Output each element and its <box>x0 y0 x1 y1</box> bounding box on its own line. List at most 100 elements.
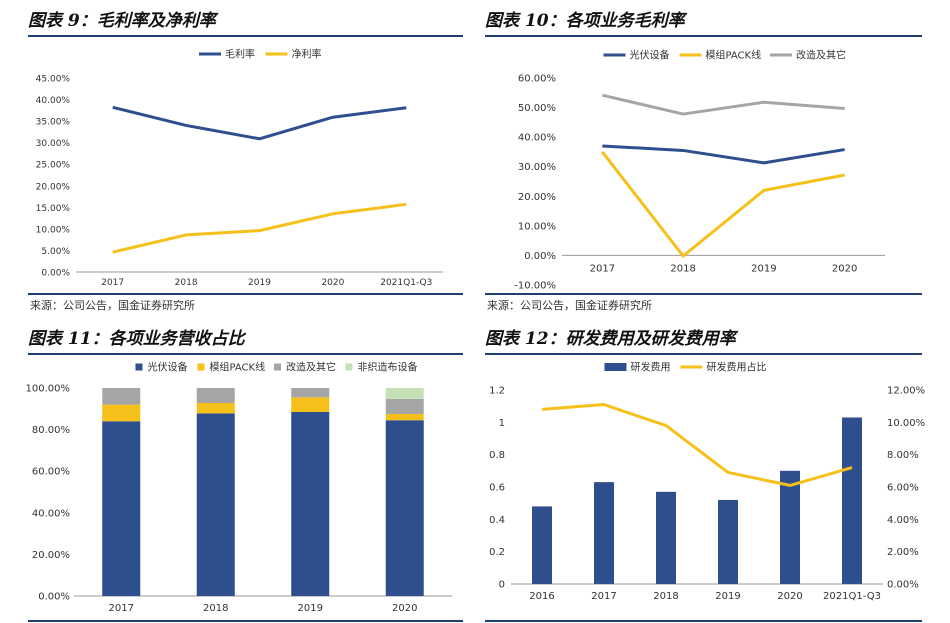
stacked-bar-segment <box>196 402 235 414</box>
legend-swatch <box>197 363 205 371</box>
bottom-rule <box>28 620 463 622</box>
x-tick-label: 2020 <box>832 263 857 274</box>
legend-label: 毛利率 <box>225 48 255 61</box>
chart-panel-gross-net-margin: 图表 9：毛利率及净利率 0.00% 5.00% 10.00% 15.00% 20.00… <box>28 8 463 313</box>
bottom-rule <box>28 293 463 295</box>
title-rule <box>28 353 463 355</box>
x-tick-label: 2020 <box>777 591 802 602</box>
bar <box>594 482 614 584</box>
y-tick-label: 0.4 <box>489 515 505 526</box>
y-tick-label: 30.00% <box>36 139 71 149</box>
x-tick-label: 2019 <box>248 278 271 288</box>
x-tick-label: 2021Q1-Q3 <box>380 278 432 288</box>
y2-tick-label: 0.00% <box>887 580 919 591</box>
y-tick-label: 0.00% <box>41 269 70 279</box>
stacked-bar-segment <box>385 414 424 421</box>
bar <box>656 491 676 584</box>
chart-panel-segment-gross-margin: 图表 10：各项业务毛利率 -10.00% 0.00% 10.00% 20.00% 30… <box>485 8 922 313</box>
y-tick-label: 35.00% <box>36 118 71 128</box>
stacked-bar-segment <box>291 388 330 398</box>
legend-swatch <box>135 363 143 371</box>
x-tick-label: 2019 <box>298 603 323 614</box>
y-tick-label: 0.00% <box>524 251 556 262</box>
y-tick-label: 30.00% <box>518 162 556 173</box>
x-tick-label: 2018 <box>203 603 228 614</box>
legend-label: 研发费用占比 <box>707 361 767 374</box>
chart-title: 图表 9：毛利率及净利率 <box>28 11 216 31</box>
stacked-bar-segment <box>102 388 141 405</box>
y-tick-label: 100.00% <box>26 384 71 395</box>
y2-tick-label: 4.00% <box>887 515 919 526</box>
title-rule <box>485 353 922 355</box>
y-tick-label: 20.00% <box>36 182 71 192</box>
y-tick-label: 0.8 <box>489 450 505 461</box>
y2-tick-label: 6.00% <box>887 483 919 494</box>
stacked-bar-chart-revenue-share: 0.00% 20.00% 40.00% 60.00% 80.00% 100.00% 2017… <box>26 361 452 614</box>
y-tick-label: 5.00% <box>41 247 70 257</box>
y2-tick-label: 2.00% <box>887 547 919 558</box>
legend-label: 改造及其它 <box>286 361 336 374</box>
y-tick-label: 1 <box>499 418 505 429</box>
title-rule <box>28 35 463 37</box>
stacked-bar-segment <box>196 413 235 596</box>
stacked-bar-segment <box>291 411 330 596</box>
series-line <box>541 403 853 487</box>
x-tick-label: 2020 <box>321 278 344 288</box>
y-tick-label: 0.00% <box>38 592 70 603</box>
source-note: 来源：公司公告，国金证券研究所 <box>487 299 652 312</box>
bar <box>842 417 862 584</box>
stacked-bar-segment <box>196 388 235 403</box>
stacked-bar-segment <box>102 404 141 422</box>
chart-panel-rd-expense: 图表 12：研发费用及研发费用率 0 0.2 0.4 0.6 0.8 1 1.2 0.00% 2… <box>485 326 925 623</box>
y-tick-label: 50.00% <box>518 103 556 114</box>
line-chart-segment-margins: -10.00% 0.00% 10.00% 20.00% 30.00% 40.00% 50.0… <box>514 49 885 292</box>
series-line <box>601 151 845 258</box>
chart-panel-revenue-share: 图表 11：各项业务营收占比 0.00% 20.00% 40.00% 60.00% 80… <box>26 326 463 623</box>
bar <box>780 470 800 584</box>
series-line <box>112 105 407 141</box>
y-tick-label: 80.00% <box>32 425 70 436</box>
series-line <box>112 202 407 254</box>
x-tick-label: 2017 <box>109 603 134 614</box>
stacked-bar-segment <box>385 398 424 414</box>
legend-label: 净利率 <box>292 48 322 61</box>
x-tick-label: 2021Q1-Q3 <box>823 591 881 602</box>
y-tick-label: 1.2 <box>489 386 505 397</box>
chart-title: 图表 12：研发费用及研发费用率 <box>485 329 736 349</box>
chart-title: 图表 11：各项业务营收占比 <box>28 329 245 349</box>
legend-label: 非织造布设备 <box>358 361 418 374</box>
chart-title: 图表 10：各项业务毛利率 <box>485 11 685 31</box>
legend-label: 光伏设备 <box>148 361 188 374</box>
y-tick-label: 40.00% <box>518 133 556 144</box>
line-chart-margins: 0.00% 5.00% 10.00% 15.00% 20.00% 25.00% 30.00%… <box>36 48 443 288</box>
legend-swatch <box>604 363 627 371</box>
y-tick-label: 0.2 <box>489 547 505 558</box>
bottom-rule <box>485 620 922 622</box>
series-line <box>602 93 845 116</box>
y2-tick-label: 10.00% <box>887 418 925 429</box>
stacked-bar-segment <box>291 397 330 412</box>
y2-tick-label: 12.00% <box>887 386 925 397</box>
y-tick-label: 15.00% <box>36 204 71 214</box>
y-tick-label: 40.00% <box>32 508 70 519</box>
y-tick-label: 40.00% <box>36 96 71 106</box>
legend-label: 模组PACK线 <box>706 49 762 62</box>
legend-label: 改造及其它 <box>796 49 846 62</box>
x-tick-label: 2017 <box>590 263 615 274</box>
x-tick-label: 2018 <box>653 591 678 602</box>
y-tick-label: 45.00% <box>36 75 71 85</box>
y-tick-label: 25.00% <box>36 161 71 171</box>
x-tick-label: 2018 <box>175 278 198 288</box>
legend-label: 模组PACK线 <box>210 361 266 374</box>
y-tick-label: -10.00% <box>514 281 556 292</box>
y-tick-label: 0.6 <box>489 483 505 494</box>
legend-swatch <box>274 363 281 371</box>
x-tick-label: 2018 <box>670 263 695 274</box>
y2-tick-label: 8.00% <box>887 450 919 461</box>
legend-swatch <box>345 363 353 371</box>
y-tick-label: 10.00% <box>518 221 556 232</box>
x-tick-label: 2016 <box>529 591 554 602</box>
y-tick-label: 10.00% <box>36 225 71 235</box>
title-rule <box>485 35 922 37</box>
stacked-bar-segment <box>385 420 424 596</box>
